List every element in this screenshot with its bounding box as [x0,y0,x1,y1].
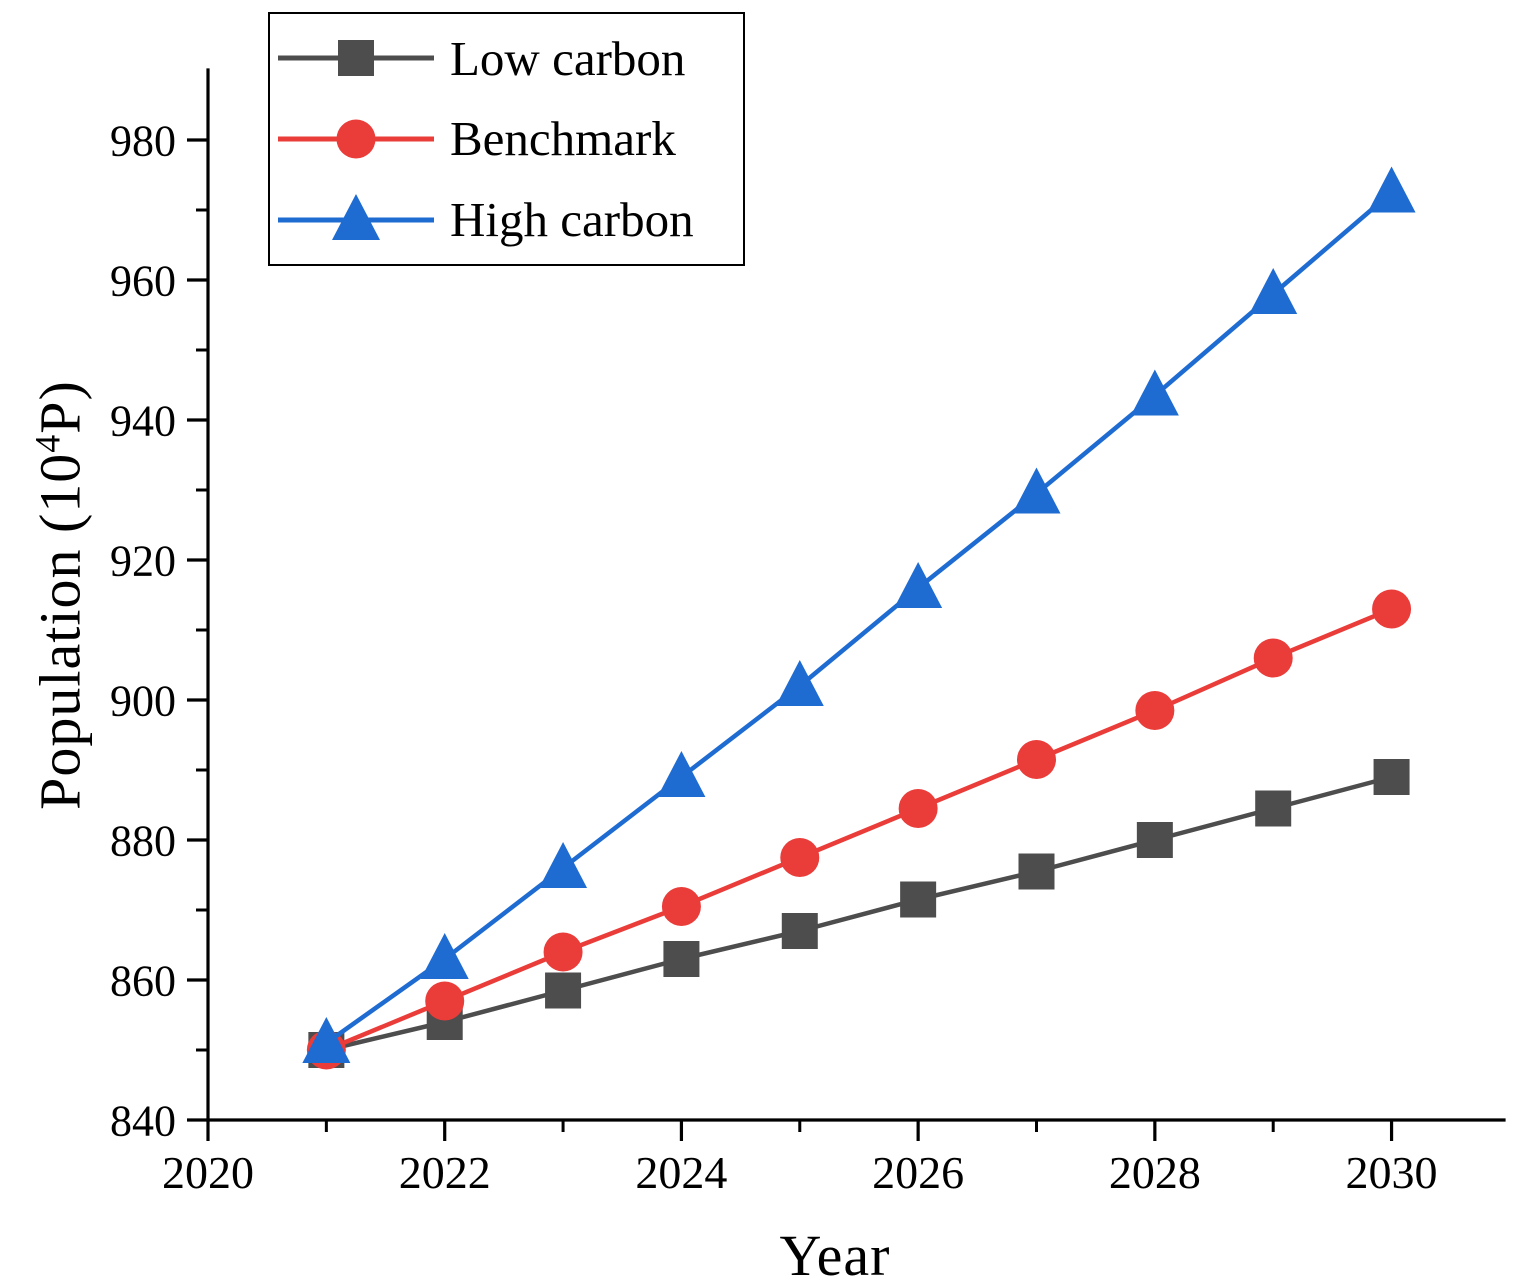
axis-ticks: 840 860 880 900 920 940 960 980 2020 2022 2024 2026… [110,116,1438,1198]
x-tick-label: 2024 [635,1147,727,1198]
data-point-marker [1373,759,1410,795]
data-point-marker [1255,790,1292,827]
data-point-marker [1136,822,1173,858]
data-point-marker [780,838,820,877]
data-point-marker [543,932,583,972]
data-point-marker [1253,638,1293,678]
y-tick-label: 860 [110,956,176,1005]
series-benchmark [306,589,1412,1070]
data-point-marker [661,887,701,926]
data-point-marker [302,1017,351,1063]
y-axis-label: Population (104P) [27,380,93,810]
series-line [325,774,1393,1053]
y-tick-label: 920 [110,536,176,585]
data-point-marker [420,933,469,979]
y-tick-label: 900 [110,676,176,725]
legend-label: High carbon [450,192,694,248]
data-point-marker [900,881,937,918]
data-point-marker [1249,268,1298,314]
x-tick-label: 2028 [1109,1147,1201,1198]
data-point-marker [657,751,706,797]
legend-label: Low carbon [450,30,686,86]
data-point-marker [1372,589,1412,629]
x-tick-label: 2026 [872,1147,964,1198]
x-tick-label: 2020 [162,1147,254,1198]
legend-label: Benchmark [450,111,676,167]
legend: Low carbon Benchmark High carbon [268,12,745,266]
data-point-marker [894,562,943,608]
legend-marker-benchmark-icon [278,119,434,159]
x-tick-label: 2030 [1346,1147,1438,1198]
series-high-carbon [302,166,1416,1063]
y-tick-label: 940 [110,396,176,445]
data-point-marker [775,660,824,706]
y-tick-label: 960 [110,256,176,305]
data-point-marker [663,941,700,977]
data-point-marker [1130,369,1179,416]
x-tick-label: 2022 [399,1147,491,1198]
data-point-marker [1135,691,1175,730]
series-line [325,190,1394,1045]
legend-marker-low-carbon-icon [278,40,434,77]
legend-item-low-carbon: Low carbon [276,30,743,86]
data-point-marker [539,842,588,888]
y-tick-label: 980 [110,116,176,165]
data-point-marker [545,972,582,1009]
x-axis-label: Year [779,1223,891,1282]
data-point-marker [1012,467,1061,514]
series-line [325,606,1393,1053]
data-point-marker [1367,166,1416,213]
data-point-marker [781,913,818,949]
data-point-marker [425,981,465,1021]
series-low-carbon [308,759,1410,1068]
data-point-marker [1018,853,1055,890]
y-tick-label: 880 [110,816,176,865]
legend-item-benchmark: Benchmark [276,111,743,167]
legend-item-high-carbon: High carbon [276,192,743,248]
legend-marker-high-carbon-icon [278,193,434,240]
y-tick-label: 840 [110,1096,176,1145]
data-point-marker [1016,740,1056,779]
data-point-marker [898,789,938,828]
